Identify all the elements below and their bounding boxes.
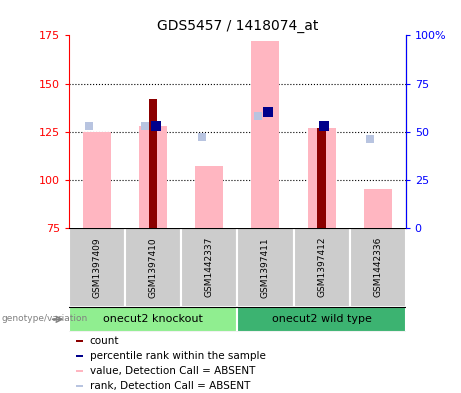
Bar — [69, 228, 125, 307]
Text: onecut2 knockout: onecut2 knockout — [103, 314, 203, 324]
Bar — [149, 99, 158, 228]
Bar — [317, 128, 326, 228]
Text: GSM1397412: GSM1397412 — [317, 237, 326, 298]
Title: GDS5457 / 1418074_at: GDS5457 / 1418074_at — [157, 19, 318, 33]
Bar — [237, 228, 294, 307]
Bar — [69, 307, 237, 332]
Bar — [181, 228, 237, 307]
Bar — [195, 166, 224, 228]
Text: onecut2 wild type: onecut2 wild type — [272, 314, 372, 324]
Text: genotype/variation: genotype/variation — [1, 314, 88, 323]
Bar — [251, 41, 279, 228]
Bar — [76, 355, 83, 357]
Bar — [83, 132, 111, 228]
Bar — [307, 128, 336, 228]
Point — [152, 123, 159, 129]
Point — [198, 134, 205, 141]
Text: count: count — [90, 336, 119, 346]
Bar — [349, 228, 406, 307]
Point — [86, 123, 93, 129]
Text: GSM1442337: GSM1442337 — [205, 237, 214, 298]
Bar — [139, 126, 167, 228]
Text: GSM1397411: GSM1397411 — [261, 237, 270, 298]
Bar — [294, 228, 349, 307]
Text: GSM1397409: GSM1397409 — [93, 237, 102, 298]
Bar — [76, 340, 83, 342]
Bar — [237, 307, 406, 332]
Bar — [125, 228, 181, 307]
Text: GSM1442336: GSM1442336 — [373, 237, 382, 298]
Text: value, Detection Call = ABSENT: value, Detection Call = ABSENT — [90, 366, 255, 376]
Text: GSM1397410: GSM1397410 — [149, 237, 158, 298]
Bar — [76, 385, 83, 387]
Point — [366, 136, 373, 143]
Bar — [76, 370, 83, 372]
Text: rank, Detection Call = ABSENT: rank, Detection Call = ABSENT — [90, 381, 250, 391]
Bar — [364, 189, 392, 228]
Text: percentile rank within the sample: percentile rank within the sample — [90, 351, 266, 361]
Point — [254, 113, 261, 119]
Point — [264, 109, 272, 116]
Point — [142, 123, 149, 129]
Point — [320, 123, 327, 129]
